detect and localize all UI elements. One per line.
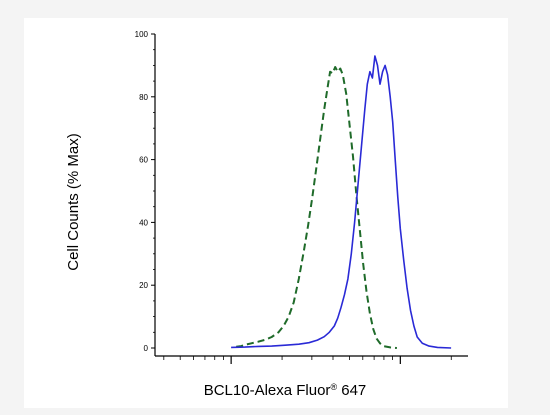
figure-panel: 0 20 40 60 80 100 Cell Counts (% Max) BCL10-A… [24, 18, 508, 408]
histogram-chart: 0 20 40 60 80 100 Cell Counts (% Max) BCL10-A… [65, 30, 468, 399]
x-axis-label: BCL10-Alexa Fluor® 647 [204, 382, 367, 399]
y-tick-label: 0 [144, 344, 149, 353]
x-axis-label-registered: ® [330, 382, 337, 392]
control-histogram-line [236, 66, 397, 349]
y-ticks: 0 20 40 60 80 100 [135, 30, 155, 353]
x-ticks [163, 356, 452, 364]
x-axis-label-suffix: 647 [337, 382, 366, 399]
y-tick-label: 60 [139, 156, 148, 165]
plot-frame [154, 34, 468, 357]
y-tick-label: 100 [135, 30, 149, 39]
sample-histogram-line [231, 55, 452, 349]
x-axis-label-main: BCL10-Alexa Fluor [204, 382, 331, 399]
y-tick-label: 20 [139, 281, 148, 290]
y-tick-label: 40 [139, 218, 148, 227]
y-tick-label: 80 [139, 93, 148, 102]
series-layer [231, 55, 452, 349]
y-axis-label: Cell Counts (% Max) [65, 133, 82, 271]
